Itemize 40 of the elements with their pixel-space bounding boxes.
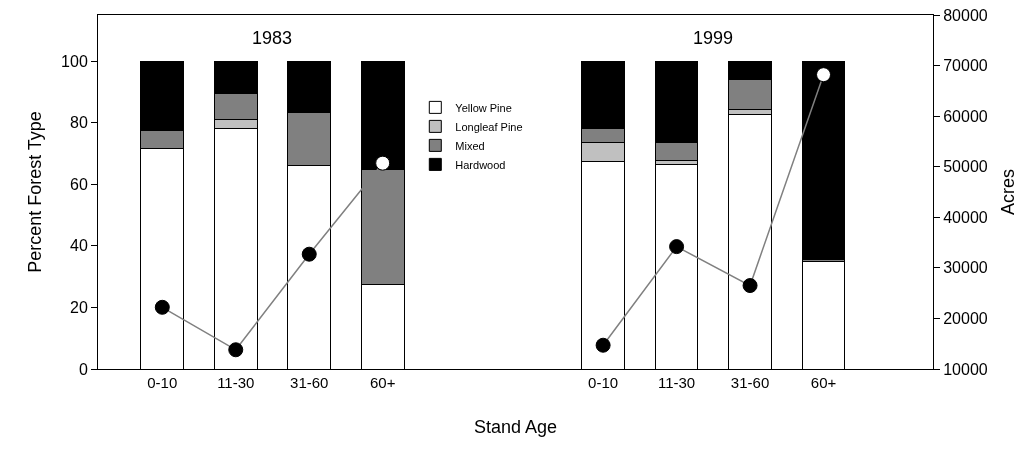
annotation: 1983 xyxy=(252,28,293,48)
point xyxy=(742,278,758,294)
point xyxy=(816,67,832,83)
x-tick-label: 11-30 xyxy=(217,374,255,391)
legend-label: Hardwood xyxy=(455,158,506,171)
legend-label: Longleaf Pine xyxy=(455,120,523,133)
y2-tick-label: 20000 xyxy=(943,310,988,328)
annotation: 1999 xyxy=(693,28,734,48)
bar xyxy=(801,60,846,260)
y2-tick-label: 30000 xyxy=(943,259,988,277)
y-tick-label: 20 xyxy=(70,299,88,317)
point xyxy=(375,155,391,171)
y-tick-label: 80 xyxy=(70,114,88,132)
legend-label: Yellow Pine xyxy=(455,101,512,114)
x-tick-label: 11-30 xyxy=(657,374,696,391)
y2-tick-label: 10000 xyxy=(943,360,988,378)
y-axis-title: Percent Forest Type xyxy=(25,111,46,273)
y-tick-label: 0 xyxy=(78,360,88,378)
y2-axis-title: Acres xyxy=(997,168,1018,216)
y-tick-label: 60 xyxy=(70,175,88,193)
legend-label: Mixed xyxy=(455,139,485,152)
x-tick-label: 31-60 xyxy=(730,374,770,391)
x-tick-label: 31-60 xyxy=(290,374,329,391)
y2-tick-label: 70000 xyxy=(943,57,988,75)
point xyxy=(301,246,317,262)
point xyxy=(228,342,244,358)
point xyxy=(154,299,170,315)
x-tick-label: 60+ xyxy=(369,374,396,391)
x-tick-label: 0-10 xyxy=(588,374,619,391)
y-tick-label: 100 xyxy=(61,52,88,70)
x-tick-label: 0-10 xyxy=(147,374,178,391)
x-tick-label: 60+ xyxy=(810,374,837,391)
y2-tick-label: 80000 xyxy=(943,6,988,24)
y2-tick-label: 60000 xyxy=(943,107,988,125)
y2-tick-label: 50000 xyxy=(943,158,988,176)
point xyxy=(669,239,685,255)
x-axis-title: Stand Age xyxy=(473,417,558,438)
y-tick-label: 40 xyxy=(70,237,88,255)
y2-tick-label: 40000 xyxy=(943,208,988,226)
point xyxy=(595,337,611,353)
